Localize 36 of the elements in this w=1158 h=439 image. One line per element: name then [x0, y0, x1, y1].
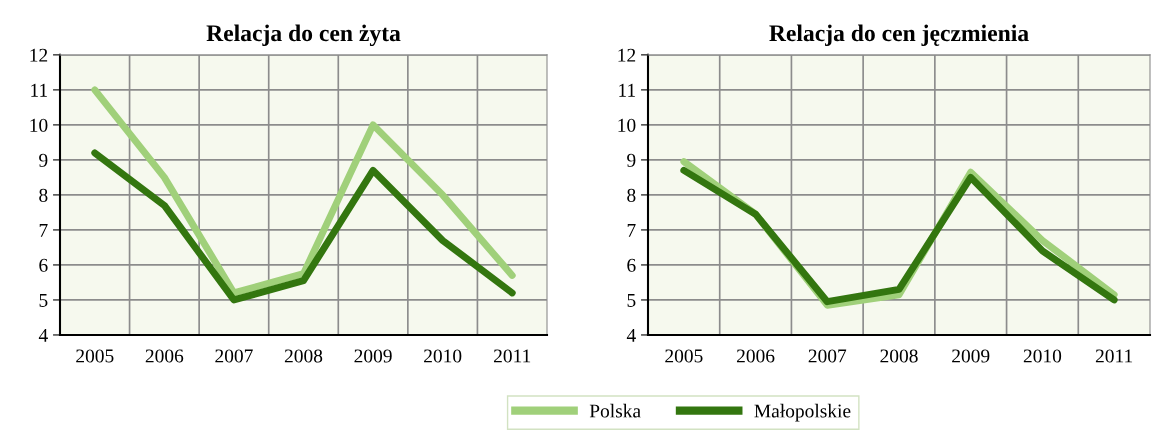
y-tick-label: 11: [31, 83, 48, 97]
x-tick-label: 2009: [354, 349, 392, 363]
x-tick-label: 2006: [145, 349, 184, 363]
x-tick-label: 2005: [76, 349, 114, 363]
y-tick-label: 8: [627, 188, 636, 202]
x-tick-label: 2009: [952, 349, 990, 363]
x-tick-label: 2006: [736, 349, 775, 363]
x-tick-label: 2007: [215, 349, 253, 363]
x-tick-label: 2011: [493, 349, 531, 363]
y-tick-label: 8: [39, 188, 48, 202]
y-tick-label: 10: [30, 118, 48, 132]
x-tick-label: 2010: [1023, 349, 1062, 363]
y-tick-label: 6: [627, 258, 636, 272]
y-tick-label: 11: [619, 83, 636, 97]
y-tick-label: 4: [38, 328, 48, 342]
y-tick-label: 9: [39, 153, 48, 167]
y-tick-label: 7: [627, 223, 636, 237]
chart-title: Relacja do cen jęczmienia: [769, 24, 1029, 47]
y-tick-label: 4: [626, 328, 636, 342]
y-tick-label: 5: [627, 293, 636, 307]
y-tick-label: 9: [627, 153, 636, 167]
legend-label: Małopolskie: [754, 403, 851, 422]
x-tick-label: 2005: [665, 349, 703, 363]
y-tick-label: 12: [30, 48, 48, 62]
y-tick-label: 6: [39, 258, 48, 272]
y-tick-label: 12: [618, 48, 636, 62]
x-tick-label: 2008: [284, 349, 323, 363]
chart-title: Relacja do cen żyta: [206, 24, 401, 47]
y-tick-label: 5: [39, 293, 48, 307]
y-tick-label: 10: [618, 118, 636, 132]
y-tick-label: 7: [39, 223, 48, 237]
x-tick-label: 2008: [880, 349, 918, 363]
x-tick-label: 2007: [808, 349, 847, 363]
x-tick-label: 2010: [424, 349, 462, 363]
x-tick-label: 2011: [1095, 349, 1133, 363]
legend-label: Polska: [589, 403, 641, 418]
